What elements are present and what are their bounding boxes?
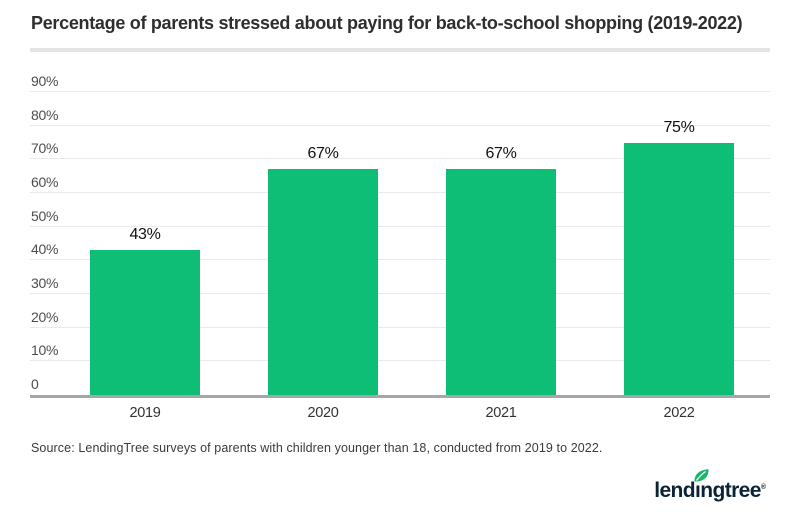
y-axis-tick-label: 50% — [31, 207, 59, 224]
y-gridline — [30, 192, 770, 193]
y-axis-tick-label: 0 — [31, 376, 39, 392]
bar-chart: 0 10% 20% 30% 40% 50% 60% 70% 80% 90% 43% 67% 67% 75%… — [30, 57, 770, 429]
bar-value-label: 43% — [129, 226, 161, 244]
registered-mark: ® — [760, 484, 766, 491]
wordmark-text-post: ngtree — [700, 479, 761, 502]
x-axis-tick-label: 2022 — [663, 405, 695, 421]
y-axis-tick-label: 60% — [31, 174, 59, 190]
y-axis-tick-label: 80% — [31, 106, 59, 123]
bar-value-label: 67% — [307, 145, 339, 163]
bar-2019 — [90, 250, 200, 395]
lendingtree-logo: lendıngtree® — [654, 464, 766, 524]
x-axis-tick-label: 2019 — [129, 405, 161, 421]
bar-2021 — [446, 169, 556, 395]
y-gridline — [30, 225, 770, 227]
y-gridline — [30, 91, 770, 92]
bar-2022 — [624, 142, 734, 395]
y-gridline — [30, 259, 770, 261]
plot-area: 0 10% 20% 30% 40% 50% 60% 70% 80% 90% 43% 67% 67% 75% — [30, 57, 770, 395]
wordmark-text-pre: lend — [654, 479, 695, 502]
lendingtree-wordmark: lendıngtree® — [654, 469, 766, 502]
x-axis-tick-label: 2021 — [485, 405, 517, 421]
y-axis-tick-label: 90% — [31, 73, 59, 89]
y-axis-tick-label: 70% — [31, 140, 59, 157]
y-gridline — [30, 124, 770, 126]
y-axis-tick-label: 30% — [31, 275, 59, 291]
y-gridline — [30, 293, 770, 294]
y-axis-tick-label: 20% — [31, 308, 59, 325]
y-axis-tick-label: 40% — [31, 241, 59, 258]
source-note: Source: LendingTree surveys of parents w… — [31, 441, 603, 455]
y-gridline — [30, 158, 770, 160]
leaf-icon — [694, 469, 709, 482]
bar-value-label: 67% — [485, 145, 517, 163]
y-gridline — [30, 326, 770, 328]
bar-2020 — [268, 169, 378, 395]
y-axis-tick-label: 10% — [31, 342, 59, 359]
chart-title: Percentage of parents stressed about pay… — [31, 13, 743, 33]
x-axis-line — [30, 395, 770, 398]
x-axis-tick-label: 2020 — [307, 405, 339, 421]
bar-value-label: 75% — [663, 118, 695, 136]
title-divider — [30, 48, 770, 52]
wordmark-dotless-i: ı — [694, 479, 701, 502]
y-gridline — [30, 360, 770, 362]
